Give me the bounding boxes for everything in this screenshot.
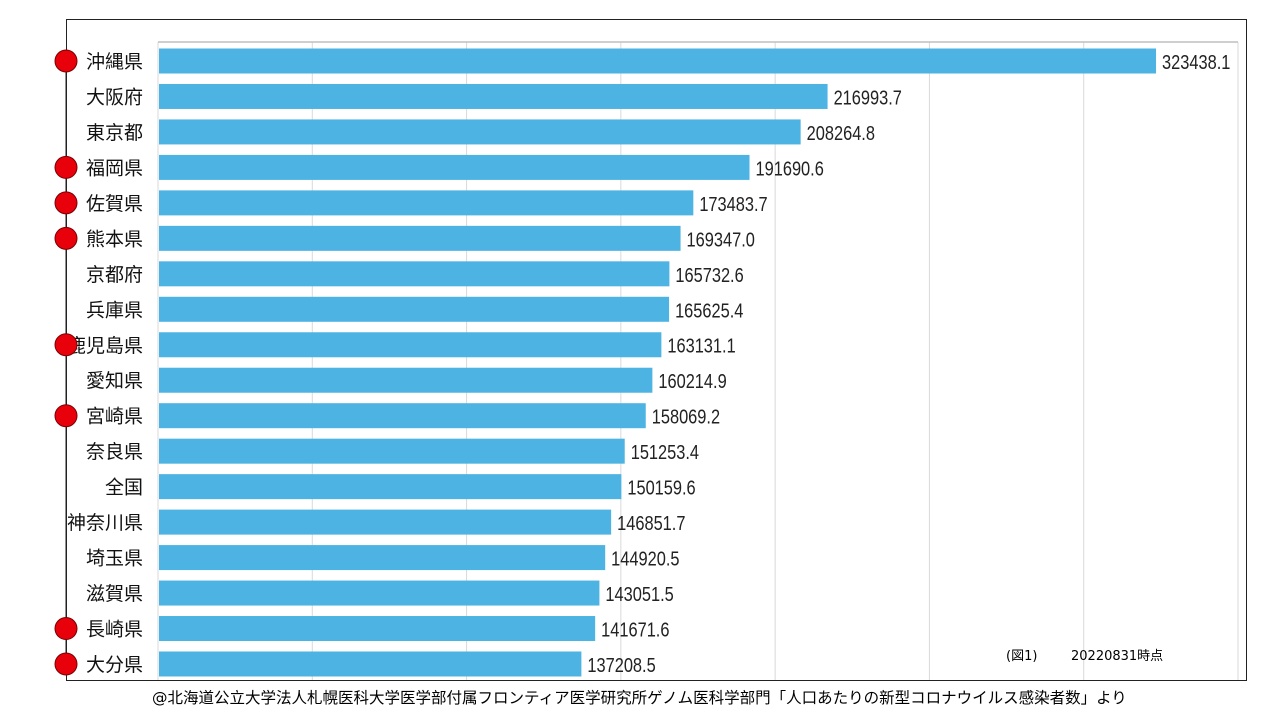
red-marker-icon	[54, 404, 78, 428]
value-label: 158069.2	[652, 405, 720, 428]
bar	[159, 296, 670, 322]
red-marker-icon	[54, 49, 78, 73]
source-caption: @北海道公立大学法人札幌医科大学医学部付属フロンティア医学研究所ゲノム医科学部門…	[152, 689, 1127, 707]
bar	[159, 332, 662, 358]
value-label: 165625.4	[675, 299, 743, 322]
value-label: 141671.6	[601, 618, 669, 641]
value-label: 151253.4	[631, 441, 699, 464]
category-label: 鹿児島県	[67, 335, 143, 357]
bar	[159, 580, 600, 606]
bar	[159, 48, 1157, 74]
category-label: 宮崎県	[86, 406, 143, 428]
red-marker-icon	[54, 333, 78, 357]
red-marker-icon	[54, 155, 78, 179]
bar	[159, 651, 582, 677]
bar	[159, 83, 828, 109]
category-label: 佐賀県	[86, 193, 143, 215]
value-label: 191690.6	[756, 157, 824, 180]
bar	[159, 474, 622, 500]
value-label: 143051.5	[605, 582, 673, 605]
value-label: 165732.6	[675, 263, 743, 286]
bar	[159, 190, 694, 216]
value-label: 160214.9	[658, 370, 726, 393]
value-label: 144920.5	[611, 547, 679, 570]
bar	[159, 367, 653, 393]
category-label: 福岡県	[86, 157, 143, 179]
category-label: 奈良県	[86, 441, 143, 463]
category-label: 兵庫県	[86, 299, 143, 321]
red-marker-icon	[54, 226, 78, 250]
bar	[159, 261, 670, 287]
red-marker-icon	[54, 652, 78, 676]
as-of-date: 20220831時点	[1071, 649, 1164, 664]
value-label: 208264.8	[807, 121, 875, 144]
category-label: 埼玉県	[86, 548, 143, 570]
bar	[159, 545, 606, 571]
bar	[159, 225, 681, 251]
red-marker-icon	[54, 617, 78, 641]
figure-number: (図1)	[1006, 649, 1038, 664]
category-label: 東京都	[86, 122, 143, 144]
category-label: 愛知県	[86, 370, 143, 392]
category-label: 神奈川県	[67, 512, 143, 534]
value-label: 163131.1	[667, 334, 735, 357]
category-label: 熊本県	[86, 228, 143, 250]
category-label: 沖縄県	[86, 51, 143, 73]
bar	[159, 119, 801, 145]
value-label: 150159.6	[627, 476, 695, 499]
bar	[159, 154, 750, 180]
category-label: 長崎県	[86, 619, 143, 641]
red-marker-icon	[54, 191, 78, 215]
value-label: 137208.5	[587, 653, 655, 676]
value-label: 169347.0	[687, 228, 755, 251]
value-label: 216993.7	[834, 86, 902, 109]
value-label: 323438.1	[1162, 50, 1230, 73]
bar	[159, 403, 646, 429]
bar	[159, 438, 625, 464]
value-label: 146851.7	[617, 512, 685, 535]
category-label: 大阪府	[86, 86, 143, 108]
category-label: 大分県	[86, 654, 143, 676]
value-label: 173483.7	[699, 192, 767, 215]
category-label: 全国	[105, 477, 143, 499]
bar	[159, 509, 612, 535]
bar	[159, 616, 596, 642]
category-label: 京都府	[86, 264, 143, 286]
category-label: 滋賀県	[86, 583, 143, 605]
